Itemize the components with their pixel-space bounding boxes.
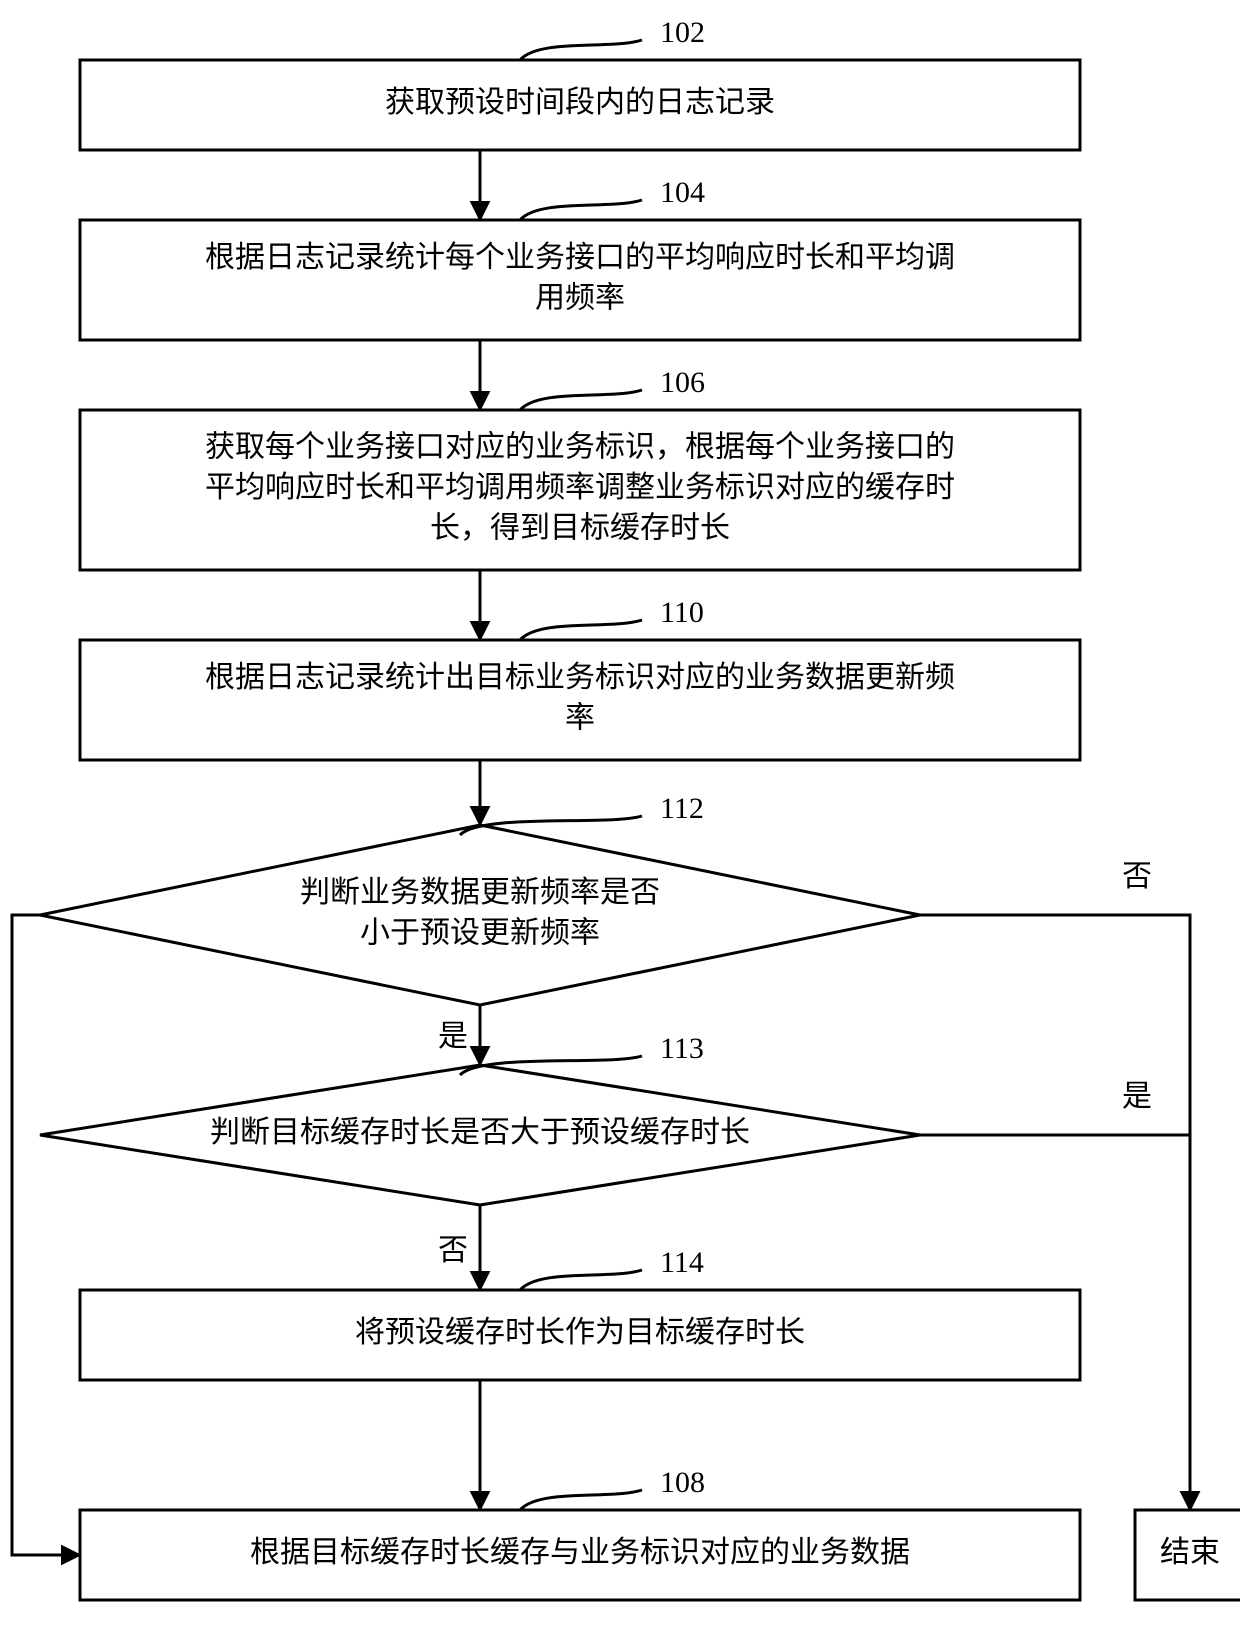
ref-label-n114: 114 (660, 1246, 704, 1279)
ref-label-n112: 112 (660, 792, 704, 825)
ref-tick-n104 (520, 200, 642, 220)
edge-label: 否 (438, 1234, 468, 1267)
ref-tick-n102 (520, 40, 642, 60)
node-text-n102: 获取预设时间段内的日志记录 (385, 86, 775, 119)
node-n112 (40, 825, 920, 1005)
ref-label-n110: 110 (660, 596, 704, 629)
ref-tick-n106 (520, 390, 642, 410)
ref-label-n113: 113 (660, 1032, 704, 1065)
node-text-n113: 判断目标缓存时长是否大于预设缓存时长 (210, 1116, 750, 1149)
ref-tick-n108 (520, 1490, 642, 1510)
ref-label-n104: 104 (660, 176, 705, 209)
edge-label: 否 (1122, 860, 1152, 893)
edge-n112-nEnd (920, 915, 1190, 1510)
ref-tick-n114 (520, 1270, 642, 1290)
flowchart: 是否否是获取预设时间段内的日志记录102根据日志记录统计每个业务接口的平均响应时… (0, 0, 1240, 1647)
node-n104 (80, 220, 1080, 340)
node-text-nEnd: 结束 (1160, 1536, 1220, 1569)
edge-n112-n108 (12, 915, 80, 1555)
ref-label-n102: 102 (660, 16, 705, 49)
ref-label-n108: 108 (660, 1466, 705, 1499)
node-text-n114: 将预设缓存时长作为目标缓存时长 (355, 1316, 805, 1349)
node-n110 (80, 640, 1080, 760)
ref-tick-n110 (520, 620, 642, 640)
edge-label: 是 (1122, 1080, 1152, 1113)
edge-label: 是 (438, 1020, 468, 1053)
node-text-n108: 根据目标缓存时长缓存与业务标识对应的业务数据 (250, 1536, 910, 1569)
ref-label-n106: 106 (660, 366, 705, 399)
